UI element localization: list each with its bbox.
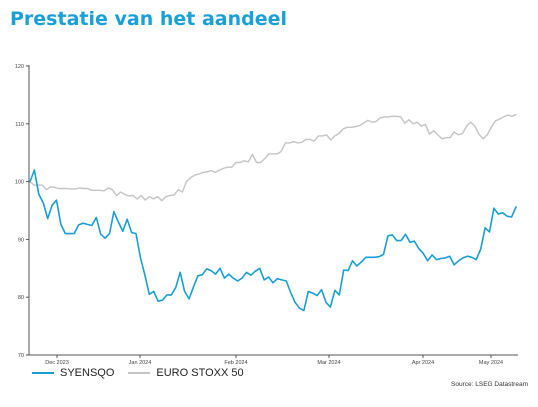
legend-swatch bbox=[32, 372, 54, 374]
series-line-euro-stoxx-50 bbox=[29, 113, 517, 202]
x-tick-label: Mar 2024 bbox=[317, 360, 340, 366]
y-tick-label: 110 bbox=[15, 122, 24, 128]
y-tick-label: 120 bbox=[15, 64, 24, 70]
x-tick-label: Dec 2023 bbox=[45, 360, 69, 366]
legend-item: SYENSQO bbox=[32, 367, 114, 379]
series-line-syensqo bbox=[29, 169, 517, 312]
x-axis: Dec 2023 Jan 2024 Feb 2024 Mar 2024 Apr 2024… bbox=[29, 354, 518, 366]
x-tick-label: Apr 2024 bbox=[412, 360, 434, 366]
y-axis: 70 80 90 100 110 120 bbox=[15, 64, 30, 359]
y-tick-label: 80 bbox=[18, 295, 24, 301]
source-note: Source: LSEG Datastream bbox=[451, 381, 528, 388]
legend: SYENSQO EURO STOXX 50 bbox=[32, 367, 244, 379]
series-lines bbox=[29, 113, 517, 312]
legend-swatch bbox=[128, 372, 151, 374]
x-tick-label: May 2024 bbox=[479, 360, 503, 366]
page-title: Prestatie van het aandeel bbox=[10, 8, 288, 30]
y-tick-label: 100 bbox=[15, 180, 24, 186]
x-tick-label: Feb 2024 bbox=[224, 360, 247, 366]
y-tick-label: 90 bbox=[18, 237, 24, 243]
y-tick-label: 70 bbox=[18, 353, 24, 359]
x-tick-label: Jan 2024 bbox=[129, 360, 152, 366]
legend-label: SYENSQO bbox=[60, 367, 115, 379]
legend-label: EURO STOXX 50 bbox=[156, 367, 244, 379]
legend-item: EURO STOXX 50 bbox=[128, 367, 244, 379]
